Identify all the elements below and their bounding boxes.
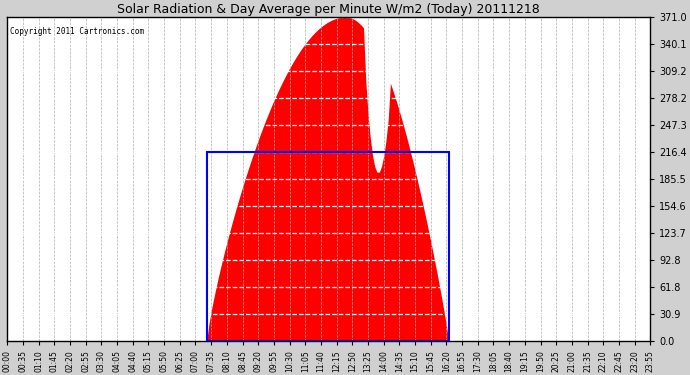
Title: Solar Radiation & Day Average per Minute W/m2 (Today) 20111218: Solar Radiation & Day Average per Minute… [117,3,540,16]
Bar [207,152,448,341]
Text: Copyright 2011 Cartronics.com: Copyright 2011 Cartronics.com [10,27,145,36]
